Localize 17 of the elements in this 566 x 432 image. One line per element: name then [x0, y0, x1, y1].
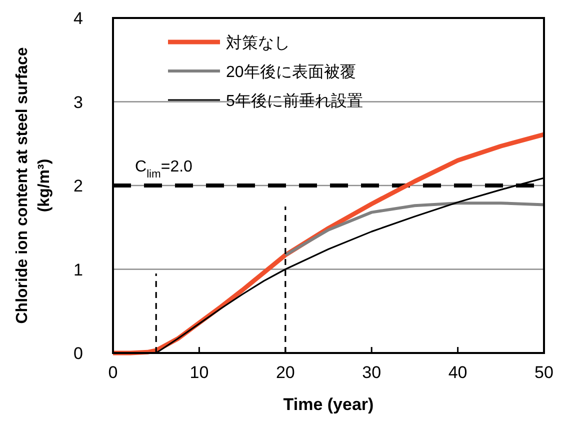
legend-label: 20年後に表面被覆 — [226, 63, 356, 81]
x-tick-label: 10 — [190, 363, 209, 382]
y-tick-label: 4 — [74, 9, 83, 28]
x-axis-title: Time (year) — [283, 395, 374, 414]
y-tick-label: 0 — [74, 344, 83, 363]
y-tick-label: 2 — [74, 176, 83, 196]
y-tick-label: 3 — [74, 92, 83, 112]
x-tick-label: 0 — [108, 363, 118, 382]
x-tick-label: 30 — [362, 363, 382, 382]
legend-label: 対策なし — [226, 34, 290, 52]
legend-label: 5年後に前垂れ設置 — [226, 92, 363, 110]
x-tick-label: 40 — [448, 363, 468, 382]
y-tick-label: 1 — [74, 260, 83, 280]
y-axis-title: Chloride ion content at steel surface (kg/m³) — [14, 47, 53, 324]
ref-line-label: C$_{lim}$=2.0 — [135, 158, 193, 180]
x-tick-label: 20 — [276, 363, 295, 382]
x-tick-label: 50 — [534, 363, 554, 382]
